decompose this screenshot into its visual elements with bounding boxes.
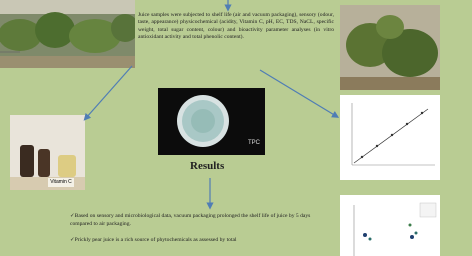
bullet: ✓Based on sensory and microbiological da… bbox=[70, 213, 330, 228]
method-text: Juice samples were subjected to shelf li… bbox=[138, 12, 334, 42]
results-heading: Results bbox=[190, 160, 224, 172]
poster: Vitamin C TPC Juice samples were subject bbox=[0, 0, 472, 256]
bullet: ✓Prickly pear juice is a rich source of … bbox=[70, 237, 340, 245]
